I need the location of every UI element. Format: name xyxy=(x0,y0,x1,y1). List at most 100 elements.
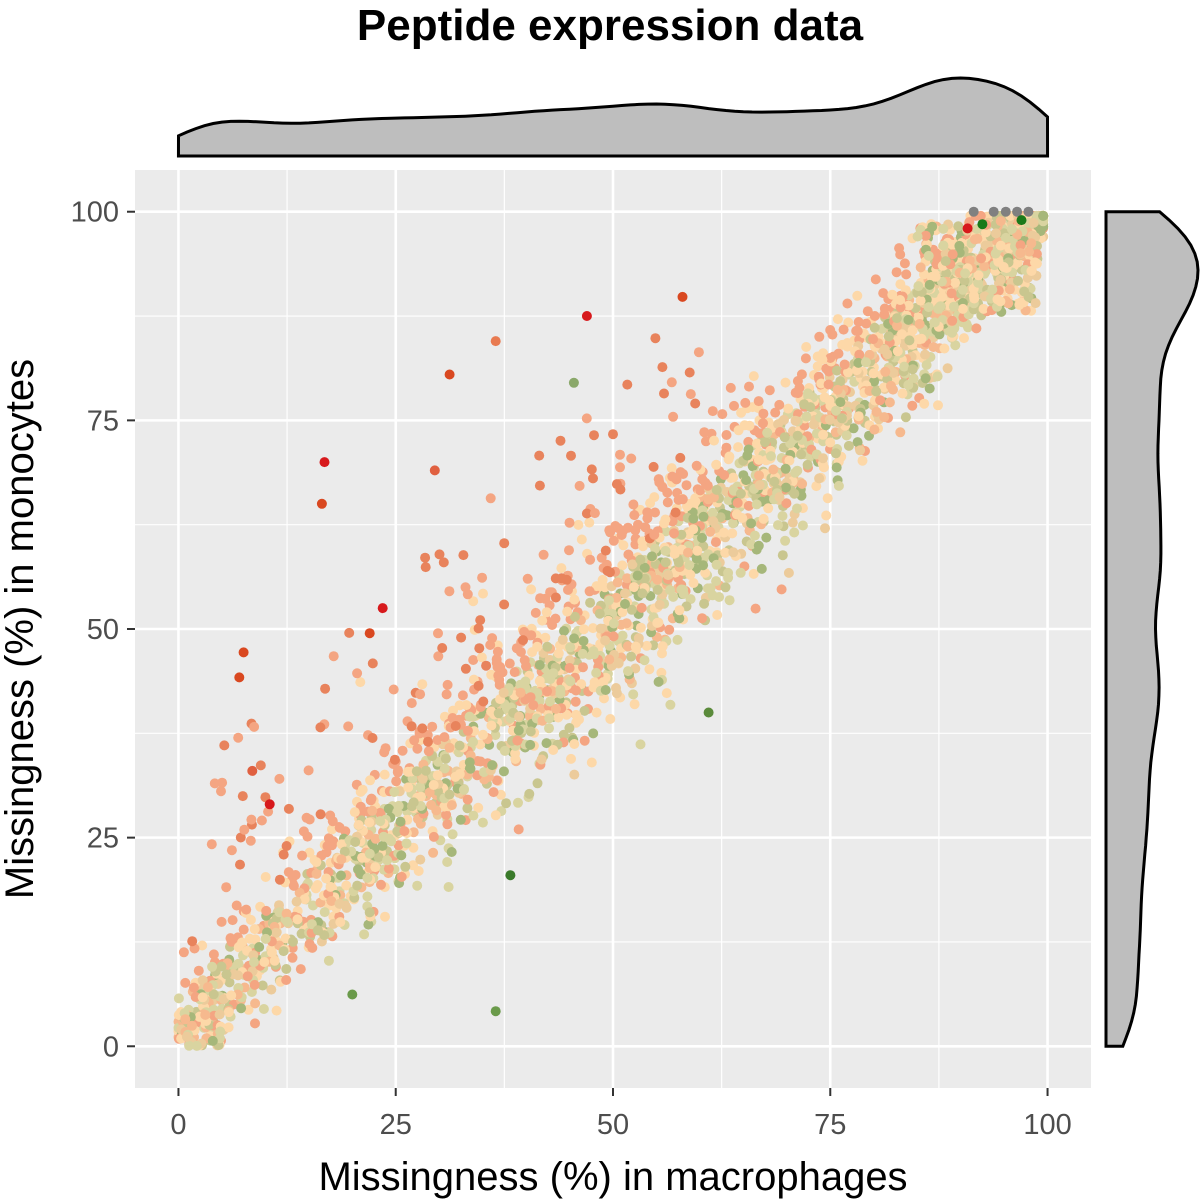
data-point xyxy=(231,900,242,911)
data-point xyxy=(878,288,889,299)
data-point xyxy=(649,529,660,540)
data-point xyxy=(861,318,872,329)
data-point xyxy=(879,412,890,423)
data-point xyxy=(569,633,580,644)
data-point xyxy=(283,803,294,814)
data-point xyxy=(1031,249,1042,259)
data-point xyxy=(668,411,679,422)
data-point xyxy=(669,528,679,539)
data-point xyxy=(559,626,569,636)
data-point xyxy=(622,379,633,390)
data-point xyxy=(180,1014,191,1025)
data-point xyxy=(565,642,576,653)
data-point xyxy=(321,873,332,884)
highlight-point xyxy=(238,647,249,658)
data-point xyxy=(852,437,863,448)
data-point xyxy=(714,592,725,602)
data-point xyxy=(660,526,671,537)
data-point xyxy=(869,322,880,333)
data-point xyxy=(281,908,292,919)
data-point xyxy=(349,807,360,818)
data-point xyxy=(1023,291,1034,302)
data-point xyxy=(434,549,445,560)
data-point xyxy=(650,507,660,518)
highlight-point xyxy=(316,498,327,509)
data-point xyxy=(719,527,729,538)
data-point xyxy=(415,689,426,700)
data-point xyxy=(450,721,461,731)
data-point xyxy=(207,1035,218,1046)
data-point xyxy=(960,268,971,279)
data-point xyxy=(650,543,661,554)
data-point xyxy=(428,780,439,790)
highlight-point xyxy=(444,369,455,380)
data-point xyxy=(776,584,787,595)
data-point xyxy=(433,628,443,639)
data-point xyxy=(556,573,567,584)
data-point xyxy=(283,867,294,878)
data-point xyxy=(223,1022,234,1033)
data-point xyxy=(476,652,487,663)
data-point xyxy=(868,368,879,379)
data-point xyxy=(498,766,509,777)
data-point xyxy=(608,429,618,440)
data-point xyxy=(626,453,637,464)
data-point xyxy=(709,435,719,446)
data-point xyxy=(995,240,1006,251)
data-point xyxy=(288,936,298,947)
data-point xyxy=(180,977,191,988)
data-point xyxy=(652,584,663,595)
data-point xyxy=(457,690,468,701)
data-point xyxy=(689,497,700,508)
data-point xyxy=(221,882,232,893)
data-point xyxy=(920,230,931,241)
data-point xyxy=(478,588,488,599)
data-point xyxy=(389,787,400,797)
data-point xyxy=(623,641,633,652)
data-point xyxy=(811,481,822,492)
data-point xyxy=(173,993,184,1004)
data-point xyxy=(605,567,615,578)
data-point xyxy=(370,833,381,844)
data-point xyxy=(818,429,829,440)
data-point xyxy=(291,896,302,907)
data-point xyxy=(744,420,755,431)
data-point xyxy=(400,861,411,872)
data-point xyxy=(777,550,788,561)
data-point xyxy=(487,760,498,771)
data-point xyxy=(525,692,536,703)
data-point xyxy=(749,530,760,541)
data-point xyxy=(668,591,679,602)
chart-title: Peptide expression data xyxy=(357,1,864,50)
data-point xyxy=(832,314,843,325)
data-point xyxy=(796,369,807,380)
data-point xyxy=(555,435,566,446)
data-point xyxy=(626,604,637,615)
data-point xyxy=(835,397,846,408)
data-point xyxy=(334,898,345,909)
data-point xyxy=(707,507,718,518)
data-point xyxy=(350,837,361,847)
data-point xyxy=(820,523,830,534)
data-point xyxy=(468,596,479,607)
data-point xyxy=(604,595,614,606)
data-point xyxy=(741,475,752,486)
data-point xyxy=(780,535,791,546)
data-point xyxy=(415,854,426,865)
data-point xyxy=(998,262,1009,272)
data-point xyxy=(444,586,455,597)
data-point xyxy=(336,854,347,865)
data-point xyxy=(406,698,417,709)
data-point xyxy=(341,880,352,891)
data-point xyxy=(478,729,488,740)
highlight-point xyxy=(319,457,330,468)
data-point xyxy=(327,824,337,835)
data-point xyxy=(855,445,866,456)
data-point xyxy=(830,448,841,459)
data-point xyxy=(427,721,438,732)
data-point xyxy=(615,462,625,473)
data-point xyxy=(249,979,260,990)
data-point xyxy=(460,663,471,674)
data-point xyxy=(693,347,704,358)
